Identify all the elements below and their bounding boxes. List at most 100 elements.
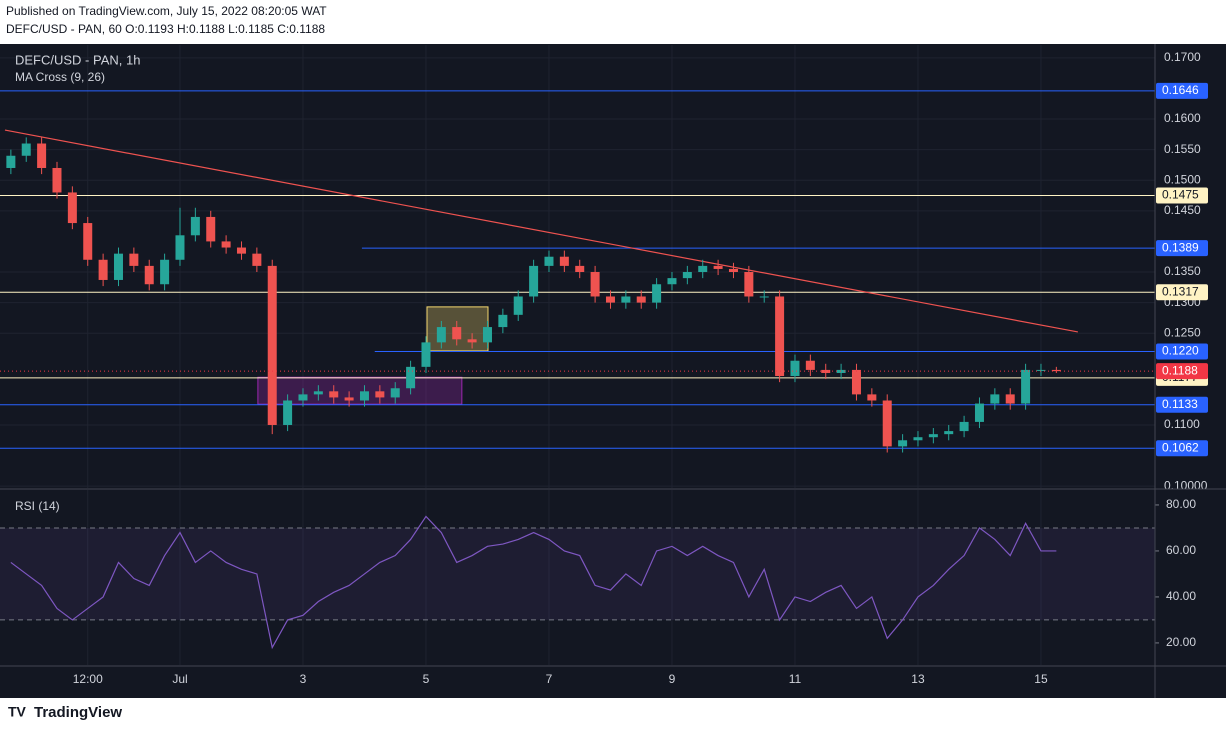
- plot: 12:00 Jul 3 5 7 9 11 13 15 0.1700 0.1600 0.1550 0.15…: [0, 45, 1208, 686]
- candle-body: [375, 391, 385, 398]
- candle-body: [821, 369, 831, 373]
- rsi-tick-label: 20.00: [1166, 635, 1196, 649]
- level-label: 0.1062: [1162, 440, 1199, 454]
- candle-body: [851, 369, 861, 395]
- candle-body: [698, 265, 708, 273]
- x-tick-label: 13: [911, 672, 925, 686]
- level-label: 0.1133: [1162, 397, 1198, 411]
- candle-body: [867, 394, 877, 401]
- x-tick-label: Jul: [172, 672, 187, 686]
- level-tag: [1156, 440, 1208, 457]
- candle-body: [744, 272, 754, 297]
- level-label: 0.1317: [1162, 284, 1199, 298]
- level-tag: [1156, 284, 1208, 301]
- y-tick-label: 0.1600: [1164, 111, 1201, 125]
- candle-body: [759, 296, 769, 298]
- candle-body: [882, 400, 892, 447]
- candle-body: [667, 278, 677, 285]
- x-tick-label: 12:00: [73, 672, 103, 686]
- x-tick-label: 7: [546, 672, 553, 686]
- candle-body: [621, 296, 631, 303]
- candle-body: [467, 339, 477, 343]
- candle-body: [452, 327, 462, 340]
- candle-body: [805, 360, 815, 370]
- rsi-line: [10, 515, 1057, 650]
- candle-body: [267, 265, 277, 425]
- last-price-label: 0.1188: [1162, 363, 1198, 377]
- y-tick-label: 0.1100: [1164, 417, 1200, 431]
- candle-body: [529, 265, 539, 297]
- chart-title: DEFC/USD - PAN, 1h: [15, 52, 140, 67]
- candle-body: [959, 421, 969, 432]
- candle-body: [605, 296, 615, 303]
- candle-body: [990, 394, 1000, 404]
- indicator-label: MA Cross (9, 26): [15, 70, 105, 84]
- candle-body: [682, 272, 692, 279]
- symbol-line: DEFC/USD - PAN, 60 O:0.1193 H:0.1188 L:0…: [6, 22, 325, 36]
- candle-body: [590, 272, 600, 297]
- logo-icon: TV: [8, 704, 27, 720]
- candle-body: [436, 327, 446, 343]
- footer-bg: [0, 698, 1226, 731]
- level-tag: [1156, 240, 1208, 257]
- candle-body: [728, 268, 738, 273]
- candle-body: [944, 431, 954, 435]
- candle-body: [652, 284, 662, 303]
- candle-body: [113, 253, 123, 280]
- candle-body: [636, 296, 646, 303]
- y-tick-label: 0.10000: [1164, 478, 1208, 492]
- candle-body: [98, 259, 108, 280]
- zone: [257, 376, 463, 405]
- candle-body: [928, 434, 938, 438]
- candle-body: [713, 265, 723, 269]
- candle-body: [974, 403, 984, 422]
- y-tick-label: 0.1350: [1164, 264, 1201, 278]
- candle-body: [421, 342, 431, 367]
- candle-body: [390, 388, 400, 398]
- candle-body: [175, 235, 185, 260]
- candle-body: [1005, 394, 1015, 404]
- level-tag: [1156, 187, 1208, 204]
- candle-body: [190, 216, 200, 236]
- candle-body: [575, 265, 585, 273]
- candle-body: [836, 369, 846, 373]
- candle-body: [913, 437, 923, 441]
- last-price-tag: [1156, 363, 1208, 380]
- rsi-band: [0, 527, 1155, 620]
- y-tick-label: 0.1700: [1164, 50, 1201, 64]
- level-tag: [1156, 343, 1208, 360]
- candle-body: [283, 400, 293, 425]
- rsi-tick-label: 40.00: [1166, 589, 1196, 603]
- rsi-tick-label: 80.00: [1166, 497, 1196, 511]
- trendline: [4, 129, 1078, 333]
- candle-body: [1051, 369, 1061, 372]
- candle-body: [1036, 369, 1046, 371]
- y-tick-label: 0.1450: [1164, 203, 1201, 217]
- logo: TradingView: [34, 704, 122, 721]
- candle-body: [160, 259, 170, 285]
- level-label: 0.1389: [1162, 240, 1199, 254]
- header-bg: [0, 0, 1226, 44]
- rsi-tick-label: 60.00: [1166, 543, 1196, 557]
- level-label: 0.1220: [1162, 344, 1199, 358]
- candle-body: [298, 394, 308, 401]
- candle-body: [344, 397, 354, 401]
- candle-body: [329, 391, 339, 398]
- candle-body: [498, 314, 508, 328]
- x-tick-label: 3: [300, 672, 307, 686]
- x-tick-label: 9: [669, 672, 676, 686]
- candle-body: [221, 241, 231, 248]
- candle-body: [67, 192, 77, 224]
- candle-body: [252, 253, 262, 266]
- candle-body: [83, 223, 93, 260]
- candle-body: [775, 296, 785, 377]
- candle-body: [21, 143, 31, 156]
- candle-body: [544, 256, 554, 266]
- candle-body: [236, 247, 246, 254]
- published: Published on TradingView.com, July 15, 2…: [6, 4, 327, 18]
- level-tag: [1156, 396, 1208, 413]
- candle-body: [1021, 369, 1031, 404]
- level-label: 0.1475: [1162, 188, 1199, 202]
